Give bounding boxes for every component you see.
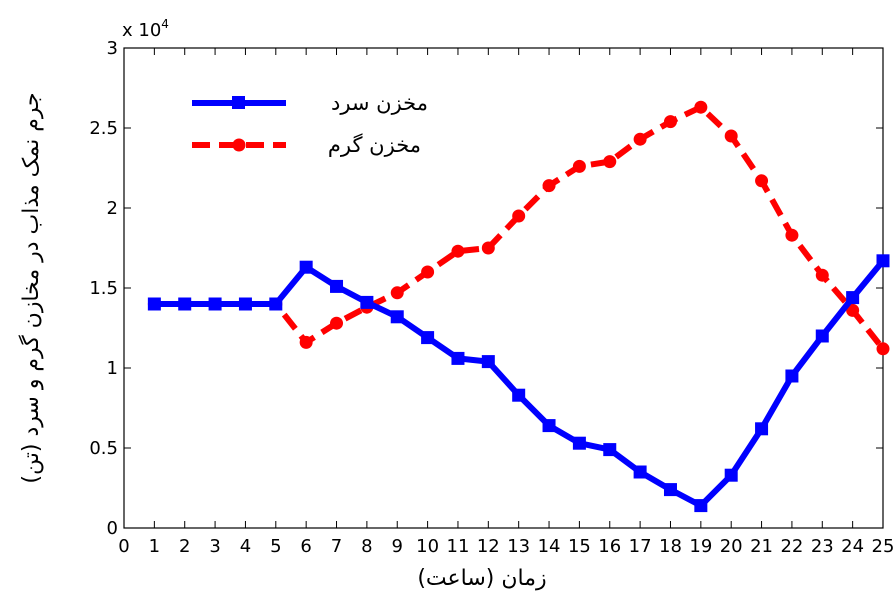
plot-area bbox=[123, 47, 884, 529]
x-tick-label: 15 bbox=[568, 536, 591, 557]
data-point bbox=[633, 465, 647, 479]
data-point bbox=[208, 297, 222, 311]
data-point bbox=[451, 351, 465, 365]
x-tick-label: 14 bbox=[538, 536, 561, 557]
data-point bbox=[390, 310, 404, 324]
x-tick-label: 18 bbox=[659, 536, 682, 557]
x-tick-label: 6 bbox=[300, 536, 311, 557]
data-point bbox=[512, 388, 526, 402]
x-tick-label: 24 bbox=[841, 536, 864, 557]
x-tick-label: 23 bbox=[811, 536, 834, 557]
x-tick-label: 21 bbox=[750, 536, 773, 557]
data-point bbox=[512, 209, 526, 223]
x-tick-label: 19 bbox=[689, 536, 712, 557]
legend-label-hot: مخزن گرم bbox=[328, 133, 421, 157]
y-axis: 0 0.5 1 1.5 2 2.5 3 bbox=[89, 38, 883, 539]
data-point bbox=[603, 443, 617, 457]
data-point bbox=[755, 174, 769, 188]
data-point bbox=[178, 297, 192, 311]
series-hot bbox=[147, 100, 890, 356]
x-tick-label: 0 bbox=[118, 536, 129, 557]
x-tick-label: 1 bbox=[149, 536, 160, 557]
data-point bbox=[330, 316, 344, 330]
data-point bbox=[815, 329, 829, 343]
x-tick-label: 11 bbox=[447, 536, 470, 557]
data-point bbox=[663, 483, 677, 497]
data-point bbox=[330, 279, 344, 293]
x-tick-label: 17 bbox=[629, 536, 652, 557]
data-point bbox=[815, 268, 829, 282]
x-tick-label: 25 bbox=[872, 536, 895, 557]
data-point bbox=[572, 159, 586, 173]
y-tick-label: 0 bbox=[107, 518, 118, 539]
data-point bbox=[360, 295, 374, 309]
data-point bbox=[724, 468, 738, 482]
data-point bbox=[663, 115, 677, 129]
data-point bbox=[299, 260, 313, 274]
legend-marker-cold bbox=[232, 96, 245, 109]
legend-label-cold: مخزن سرد bbox=[331, 91, 428, 115]
data-point bbox=[846, 291, 860, 305]
x-tick-label: 12 bbox=[477, 536, 500, 557]
series-cold bbox=[147, 254, 890, 513]
data-point bbox=[633, 132, 647, 146]
x-tick-label: 3 bbox=[209, 536, 220, 557]
data-point bbox=[724, 129, 738, 143]
data-point bbox=[238, 297, 252, 311]
x-tick-label: 4 bbox=[240, 536, 251, 557]
data-point bbox=[451, 244, 465, 258]
data-point bbox=[785, 228, 799, 242]
legend: مخزن سرد مخزن گرم bbox=[192, 91, 428, 157]
y-tick-label: 2 bbox=[107, 198, 118, 219]
data-point bbox=[542, 419, 556, 433]
x-tick-label: 13 bbox=[507, 536, 530, 557]
y-axis-title: جرم نمک مذاب در مخازن گرم و سرد (تن) bbox=[18, 92, 44, 483]
x-tick-label: 16 bbox=[598, 536, 621, 557]
x-axis: 0 1 2 3 4 5 6 7 8 9 10 11 12 13 14 15 16 17 18 19 20 21 22 23 24… bbox=[118, 48, 894, 557]
data-point bbox=[755, 422, 769, 436]
y-tick-label: 1 bbox=[107, 358, 118, 379]
y-tick-label: 1.5 bbox=[89, 278, 118, 299]
data-point bbox=[876, 342, 890, 356]
series-layer bbox=[147, 100, 890, 513]
x-tick-label: 2 bbox=[179, 536, 190, 557]
data-point bbox=[481, 241, 495, 255]
y-axis-exponent-base: x 10 bbox=[122, 20, 161, 41]
y-axis-exponent: x 104 bbox=[122, 17, 169, 41]
data-point bbox=[147, 297, 161, 311]
x-tick-label: 5 bbox=[270, 536, 281, 557]
y-tick-label: 3 bbox=[107, 38, 118, 59]
data-point bbox=[421, 265, 435, 279]
data-point bbox=[603, 155, 617, 169]
y-tick-label: 0.5 bbox=[89, 438, 118, 459]
x-tick-label: 10 bbox=[416, 536, 439, 557]
x-axis-title: زمان (ساعت) bbox=[417, 566, 546, 591]
data-point bbox=[876, 254, 890, 268]
data-point bbox=[542, 179, 556, 193]
data-point bbox=[785, 369, 799, 383]
data-point bbox=[846, 303, 860, 317]
y-axis-exponent-power: 4 bbox=[161, 17, 169, 31]
data-point bbox=[269, 297, 283, 311]
x-tick-label: 8 bbox=[361, 536, 372, 557]
x-tick-label: 7 bbox=[331, 536, 342, 557]
x-tick-label: 20 bbox=[720, 536, 743, 557]
data-point bbox=[299, 335, 313, 349]
x-tick-label: 9 bbox=[392, 536, 403, 557]
data-point bbox=[572, 436, 586, 450]
x-tick-label: 22 bbox=[780, 536, 803, 557]
data-point bbox=[390, 286, 404, 300]
y-tick-label: 2.5 bbox=[89, 118, 118, 139]
legend-marker-hot bbox=[232, 138, 246, 152]
data-point bbox=[694, 100, 708, 114]
data-point bbox=[694, 499, 708, 513]
data-point bbox=[421, 331, 435, 345]
data-point bbox=[481, 355, 495, 369]
